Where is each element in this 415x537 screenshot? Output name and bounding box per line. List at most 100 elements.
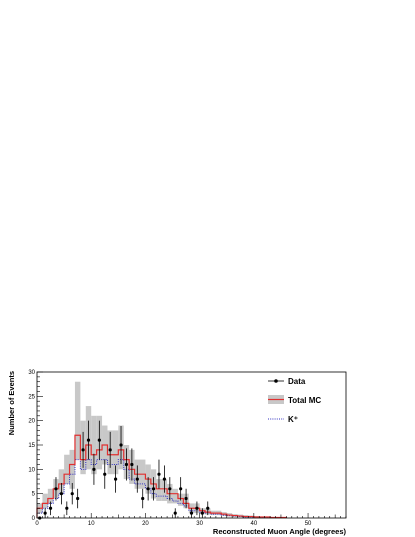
data-point [135, 465, 139, 493]
data-marker [76, 496, 80, 501]
data-point [81, 431, 85, 468]
y-tick-label: 5 [32, 492, 36, 498]
legend-entry-data: Data [268, 377, 306, 386]
data-marker [206, 506, 210, 510]
data-marker [103, 472, 107, 476]
data-point [184, 488, 188, 509]
legend-entry-total-mc: Total MC [268, 395, 321, 405]
data-marker [189, 511, 194, 515]
legend-label-data: Data [288, 377, 306, 386]
legend-label-total-mc: Total MC [288, 396, 321, 405]
x-tick-label: 20 [142, 521, 149, 527]
data-point [103, 459, 107, 489]
data-marker [173, 511, 177, 515]
x-tick-label: 30 [196, 521, 203, 527]
y-axis-ticks: 0 5 10 15 20 25 30 [28, 370, 43, 522]
data-point [59, 482, 63, 505]
data-marker [146, 487, 150, 491]
data-point [206, 501, 210, 516]
y-tick-label: 10 [28, 467, 35, 473]
data-point [48, 501, 53, 516]
data-marker [157, 472, 161, 476]
mc-band-bin [172, 488, 178, 504]
x-tick-label: 0 [35, 521, 39, 527]
data-marker [65, 506, 69, 510]
data-marker [162, 477, 166, 481]
data-marker [151, 487, 156, 491]
data-point [200, 508, 204, 518]
data-marker [43, 511, 47, 515]
data-point [124, 448, 129, 481]
mc-band-bin [91, 415, 97, 475]
data-point [70, 482, 74, 505]
mc-band-bin [47, 488, 54, 504]
y-tick-label: 30 [28, 370, 35, 376]
data-marker [59, 492, 63, 496]
y-tick-label: 15 [28, 443, 35, 449]
data-marker [195, 506, 199, 510]
data-points [38, 420, 210, 520]
data-marker [108, 448, 112, 452]
data-point [54, 477, 58, 501]
mc-band-bin [64, 454, 70, 484]
data-marker [141, 496, 145, 501]
mc-band-bin [74, 381, 81, 460]
legend: Data Total MC K⁺ [268, 377, 321, 424]
mc-band-bin [58, 469, 65, 494]
data-marker [114, 477, 118, 481]
data-point [97, 420, 101, 460]
data-point [173, 508, 177, 518]
mc-band-bin [69, 449, 75, 489]
x-tick-label: 10 [88, 521, 95, 527]
data-marker [135, 477, 139, 481]
data-marker [86, 438, 91, 442]
data-point [130, 448, 134, 481]
data-marker [48, 506, 53, 510]
data-point [108, 431, 112, 468]
data-marker [119, 443, 123, 447]
data-marker [54, 487, 58, 491]
x-tick-label: 40 [250, 521, 257, 527]
data-point [151, 477, 156, 501]
data-point [86, 420, 91, 460]
data-point [168, 477, 172, 501]
mc-band-bin [42, 493, 48, 509]
data-marker [92, 467, 96, 471]
y-tick-label: 0 [32, 516, 36, 522]
data-marker [124, 462, 129, 467]
x-axis-title: Reconstructed Muon Angle (degrees) [213, 527, 347, 536]
data-marker [130, 462, 134, 467]
data-point [141, 488, 145, 509]
data-point [119, 426, 123, 464]
mc-band-bin [156, 479, 162, 501]
data-point [179, 477, 183, 501]
y-tick-label: 20 [28, 419, 35, 425]
legend-data-marker [274, 379, 278, 383]
data-point [162, 465, 166, 493]
mc-band-bin [112, 430, 119, 475]
data-point [157, 459, 161, 489]
data-marker [97, 438, 101, 442]
data-point [114, 465, 118, 493]
x-axis-ticks: 0 10 20 30 40 50 [35, 513, 347, 527]
data-point [146, 477, 150, 501]
data-point [43, 508, 47, 518]
total-mc-step-line [36, 434, 287, 519]
data-marker [179, 487, 183, 491]
data-marker [81, 448, 85, 452]
total-mc-histogram [36, 434, 287, 519]
data-point [65, 501, 69, 516]
legend-entry-k-plus: K⁺ [268, 415, 298, 424]
y-tick-label: 25 [28, 394, 35, 400]
data-marker [70, 492, 74, 496]
x-tick-label: 50 [305, 521, 312, 527]
data-marker [168, 487, 172, 491]
data-point [195, 501, 199, 516]
data-point [76, 488, 80, 509]
data-marker [200, 511, 204, 515]
data-point [92, 453, 96, 485]
legend-label-k-plus: K⁺ [288, 415, 298, 424]
data-point [189, 508, 194, 518]
